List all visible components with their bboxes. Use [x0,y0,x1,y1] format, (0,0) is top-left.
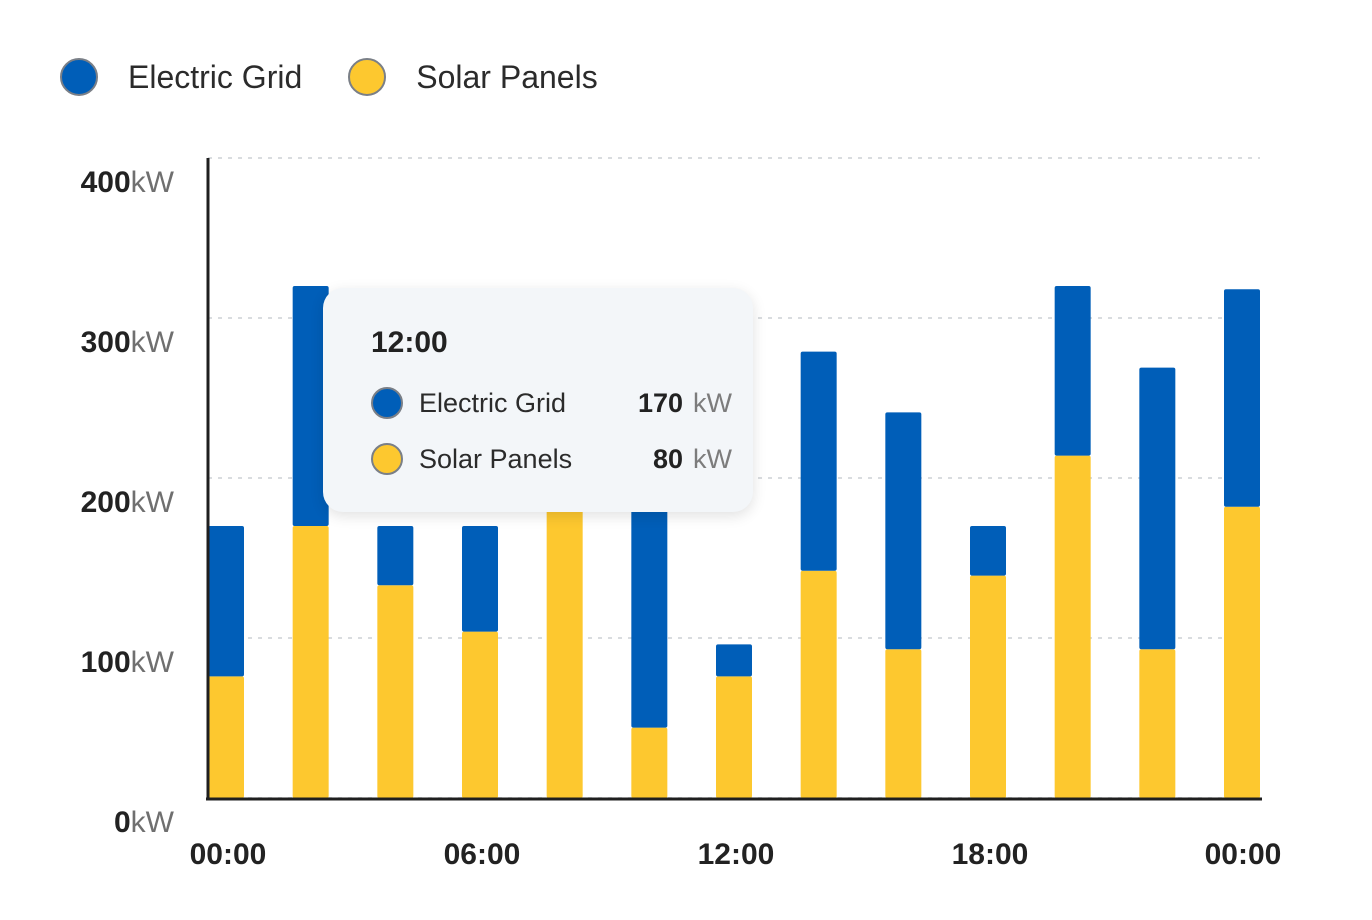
tooltip-series-name: Electric Grid [419,387,567,418]
bar-solar-panels [716,676,752,798]
tooltip-time: 12:00 [371,326,448,359]
legend-swatch-electric-grid [60,58,98,96]
legend-item-solar-panels[interactable]: Solar Panels [348,58,598,96]
tooltip-series-name: Solar Panels [419,443,573,474]
bar-electric-grid [970,526,1006,576]
tooltip-row-solar-panels: Solar Panels 80 kW [371,442,753,476]
tooltip-unit: kW [693,443,732,474]
chart-tooltip: 12:00 Electric Grid 170 kW Solar Panels … [323,288,753,512]
bar-solar-panels [208,676,244,798]
y-tick-label: 0kW [114,806,175,839]
bar-electric-grid [377,526,414,586]
tooltip-dot-solar-panels [371,443,403,475]
y-tick-label: 400kW [81,166,175,199]
bar-electric-grid [1139,367,1176,650]
tooltip-dot-electric-grid [371,387,403,419]
bar-solar-panels [885,649,922,798]
bar-solar-panels [631,727,668,798]
bar-solar-panels [800,570,837,798]
legend: Electric Grid Solar Panels [60,58,644,96]
bar-solar-panels [970,575,1006,798]
y-tick-label: 200kW [81,486,175,519]
bar-solar-panels [377,585,414,798]
tooltip-unit: kW [693,387,732,418]
legend-item-electric-grid[interactable]: Electric Grid [60,58,302,96]
tooltip-row-electric-grid: Electric Grid 170 kW [371,386,753,420]
bar-electric-grid [631,455,668,728]
bar-solar-panels [1054,455,1091,798]
x-tick-label: 00:00 [1205,838,1282,871]
legend-swatch-solar-panels [348,58,387,96]
y-tick-label: 300kW [81,326,175,359]
bar-electric-grid [208,526,244,677]
x-tick-label: 18:00 [952,838,1029,871]
bar-solar-panels [292,526,329,798]
bar-solar-panels [546,505,583,798]
bar-solar-panels [1224,506,1260,798]
legend-label: Electric Grid [128,58,303,95]
x-tick-label: 06:00 [444,838,521,871]
x-tick-label: 00:00 [190,838,267,871]
legend-label: Solar Panels [416,58,598,95]
bar-solar-panels [462,631,498,798]
tooltip-value: 80 [652,443,683,474]
bar-electric-grid [800,351,837,571]
bar-electric-grid [1054,286,1091,456]
bar-electric-grid [716,644,752,677]
bar-electric-grid [1224,289,1260,507]
bar-electric-grid [885,412,922,650]
bar-electric-grid [292,286,329,526]
bar-solar-panels [1139,649,1176,798]
y-tick-label: 100kW [81,646,175,679]
bar-electric-grid [462,526,498,632]
x-tick-label: 12:00 [698,838,775,871]
tooltip-value: 170 [637,387,683,418]
